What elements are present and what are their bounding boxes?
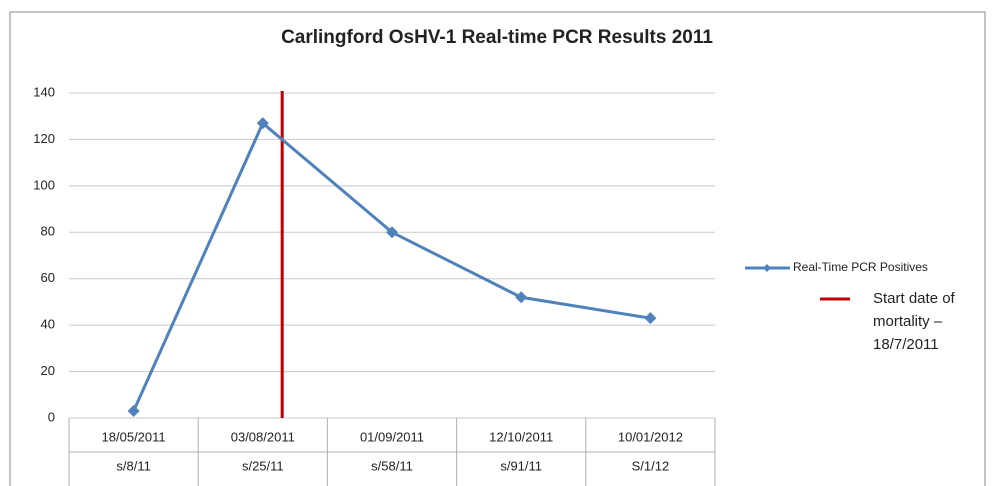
x-sub-label: s/25/11 xyxy=(242,458,284,473)
x-sub-label: s/8/11 xyxy=(116,458,150,473)
x-tick-label: 01/09/2011 xyxy=(360,429,424,444)
annotation-text: mortality – xyxy=(873,313,943,330)
annotation-text: Start date of xyxy=(873,290,956,307)
x-tick-label: 10/01/2012 xyxy=(618,429,683,444)
x-tick-label: 12/10/2011 xyxy=(489,429,553,444)
x-sub-label: s/91/11 xyxy=(500,458,542,473)
data-point xyxy=(256,117,269,130)
y-tick-label: 20 xyxy=(41,363,55,378)
y-tick-label: 120 xyxy=(33,131,55,146)
y-tick-label: 40 xyxy=(41,317,55,332)
legend-label: Real-Time PCR Positives xyxy=(793,260,928,274)
x-tick-label: 18/05/2011 xyxy=(102,429,166,444)
y-tick-label: 100 xyxy=(33,177,55,192)
y-tick-label: 0 xyxy=(48,409,55,424)
data-point xyxy=(127,405,140,418)
annotation-text: 18/7/2011 xyxy=(873,336,939,353)
y-tick-label: 60 xyxy=(41,270,55,285)
chart-title: Carlingford OsHV-1 Real-time PCR Results… xyxy=(281,27,713,48)
data-point xyxy=(515,291,528,304)
x-sub-label: s/58/11 xyxy=(371,458,413,473)
y-tick-label: 80 xyxy=(41,224,55,239)
x-tick-label: 03/08/2011 xyxy=(231,429,295,444)
data-point xyxy=(386,226,398,239)
data-point xyxy=(644,312,657,325)
x-sub-label: S/1/12 xyxy=(632,458,670,473)
legend-marker xyxy=(763,264,771,272)
chart-frame xyxy=(9,11,986,486)
y-tick-label: 140 xyxy=(33,84,55,99)
